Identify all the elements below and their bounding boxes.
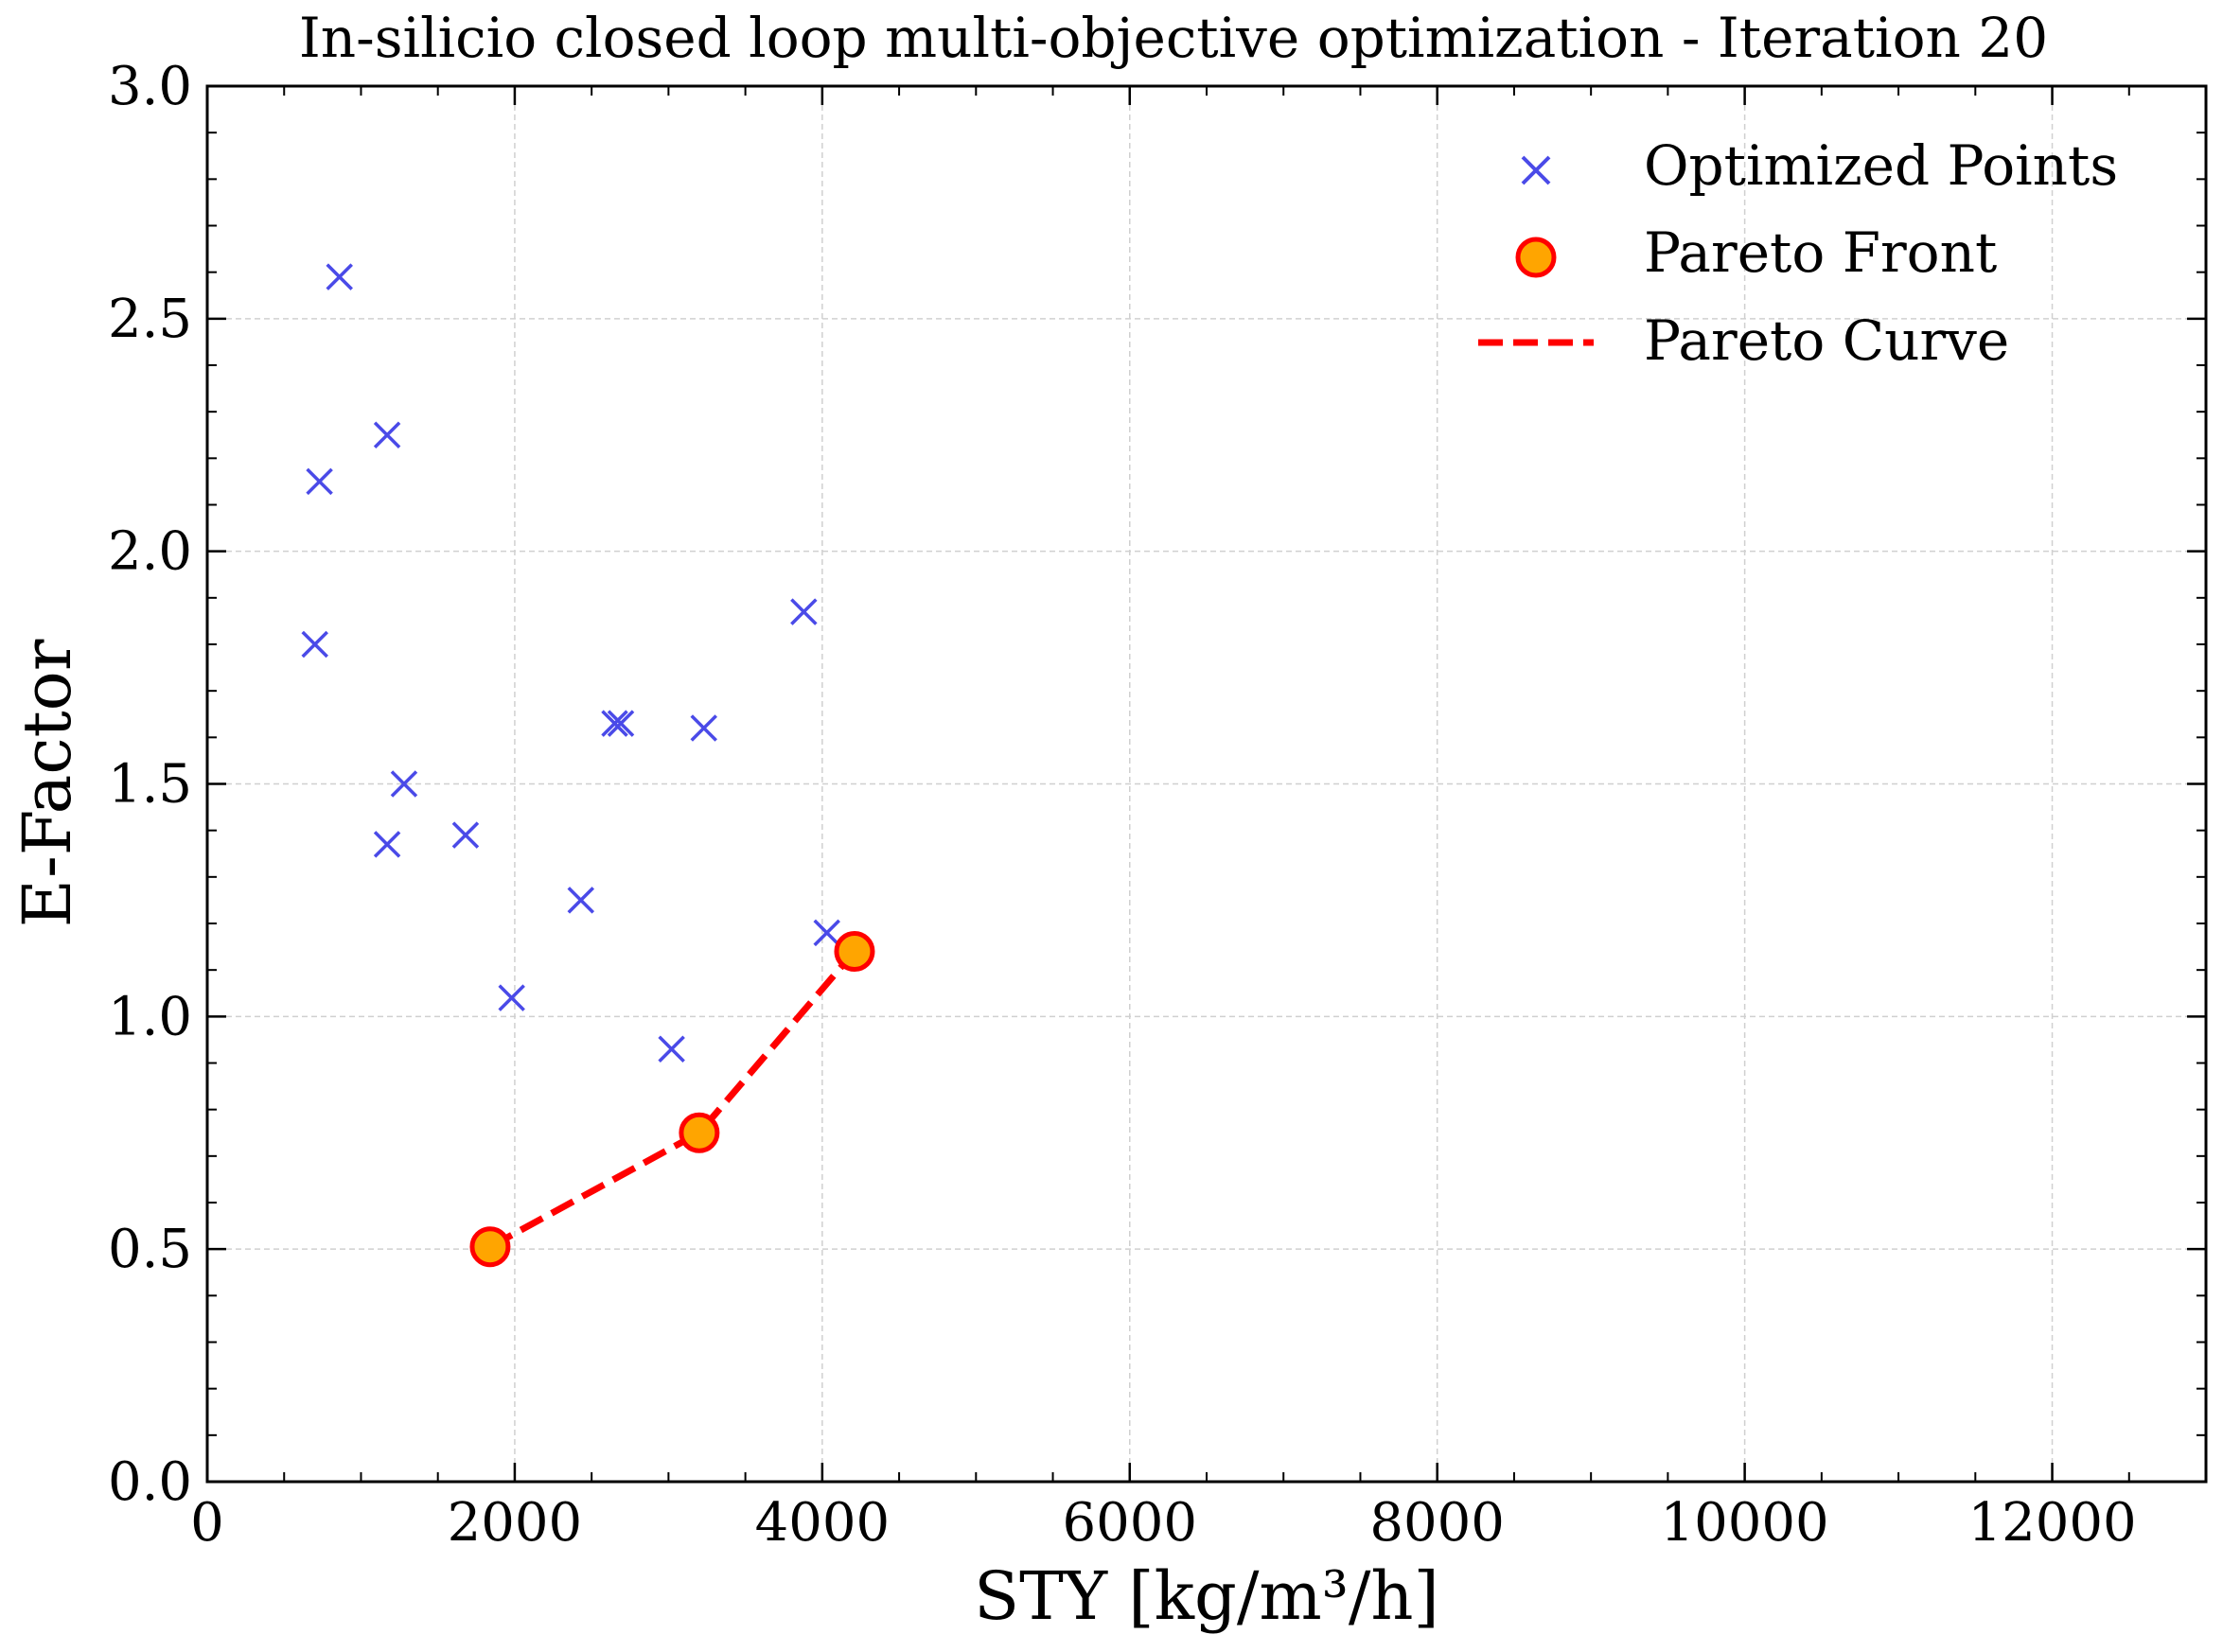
pareto-front-point	[679, 1112, 720, 1153]
optimized-point	[373, 831, 401, 858]
legend-marker-pareto-front	[1515, 237, 1557, 278]
plot-marks	[301, 263, 875, 1268]
minor-ticks	[207, 86, 2207, 1482]
pareto-front-point	[834, 931, 875, 972]
optimized-point	[601, 710, 628, 737]
legend-marker-optimized-points	[1521, 155, 1551, 185]
optimized-point	[306, 467, 333, 496]
y-tick-label: 3.0	[108, 56, 192, 117]
legend: Optimized Points Pareto Front Pareto Cur…	[1478, 133, 2118, 373]
plot-frame	[205, 84, 2208, 1484]
pareto-front-point	[469, 1226, 511, 1268]
x-tick-label: 8000	[1369, 1492, 1505, 1554]
optimized-point	[567, 887, 595, 914]
x-tick-label: 0	[190, 1492, 224, 1554]
pareto-curve-line	[488, 949, 857, 1250]
tick-labels: 0 2000 4000 6000 8000 10000 12000 0.0 0.5 1.0 1.5 2…	[108, 56, 2137, 1554]
optimized-point	[326, 263, 353, 290]
y-tick-label: 1.0	[108, 986, 192, 1047]
legend-label-pareto-front: Pareto Front	[1644, 220, 1997, 285]
y-axis-label: E-Factor	[9, 639, 86, 927]
legend-label-pareto-curve: Pareto Curve	[1644, 308, 2009, 373]
y-tick-label: 2.0	[108, 521, 192, 583]
optimized-point	[451, 821, 480, 849]
x-tick-label: 12000	[1967, 1492, 2136, 1554]
optimized-point	[390, 770, 418, 798]
x-tick-label: 4000	[755, 1492, 891, 1554]
optimized-point	[498, 984, 525, 1011]
y-tick-label: 0.5	[108, 1219, 192, 1280]
y-tick-label: 2.5	[108, 289, 192, 350]
optimized-point	[790, 598, 818, 625]
x-axis-label: STY [kg/m³/h]	[974, 1557, 1439, 1635]
optimized-point	[301, 630, 328, 659]
optimized-point	[690, 714, 717, 742]
optimized-point	[658, 1035, 685, 1063]
y-tick-label: 1.5	[108, 754, 192, 816]
x-tick-label: 6000	[1063, 1492, 1198, 1554]
grid-lines	[207, 86, 2206, 1482]
x-tick-label: 2000	[448, 1492, 583, 1554]
y-tick-label: 0.0	[108, 1451, 192, 1513]
optimized-point	[373, 421, 401, 448]
legend-label-optimized-points: Optimized Points	[1644, 133, 2118, 198]
chart-title: In-silicio closed loop multi-objective o…	[299, 6, 2048, 70]
major-ticks	[205, 84, 2206, 1484]
x-tick-label: 10000	[1661, 1492, 1829, 1554]
optimized-point	[813, 919, 840, 947]
optimized-point	[607, 710, 635, 737]
